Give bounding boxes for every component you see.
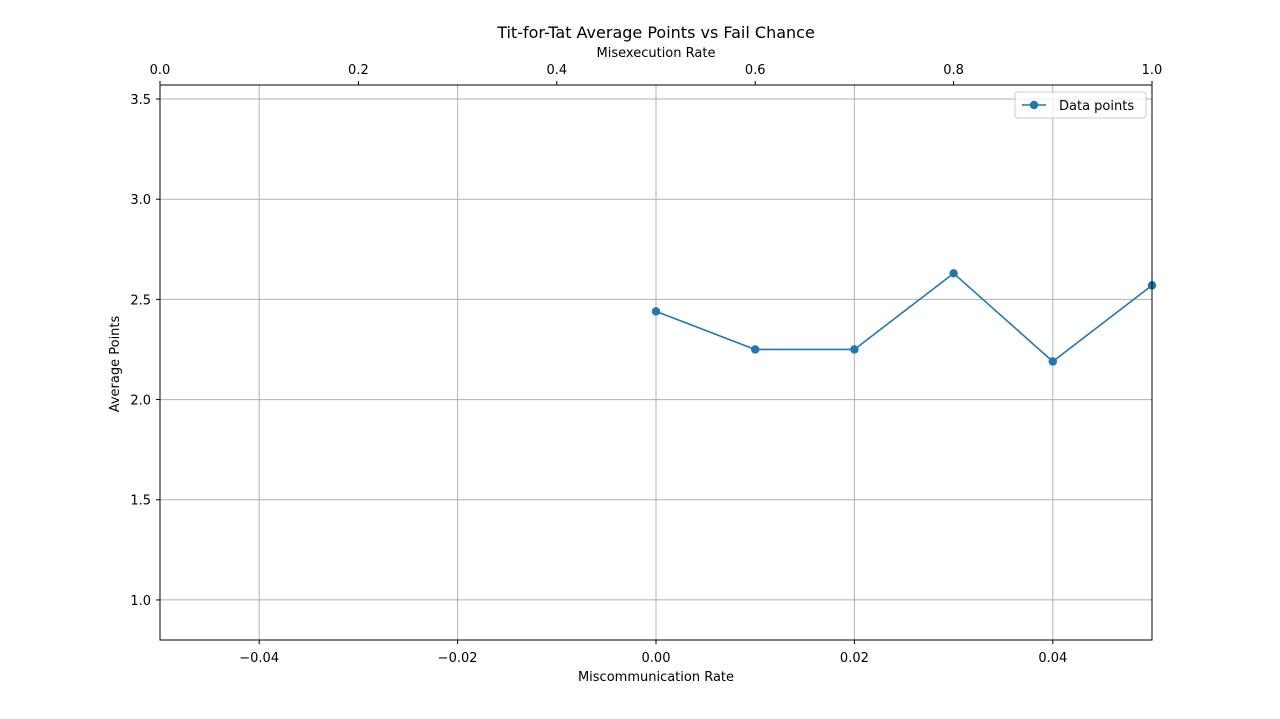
chart-title: Tit-for-Tat Average Points vs Fail Chanc… (496, 23, 815, 42)
x2-tick-label: 0.8 (943, 63, 964, 78)
x-tick-label: −0.04 (239, 651, 279, 666)
x2-tick-label: 0.0 (150, 63, 171, 78)
x-tick-label: 0.04 (1038, 651, 1067, 666)
y-tick-label: 1.5 (130, 494, 151, 509)
legend-box (1014, 91, 1147, 119)
y-tick-label: 2.5 (130, 293, 151, 308)
data-point (1048, 357, 1058, 366)
y-axis-title: Average Points (108, 315, 123, 412)
data-point (949, 269, 958, 278)
x2-tick-label: 0.4 (546, 63, 567, 78)
legend-point-marker (1029, 100, 1039, 110)
y-tick-label: 2.0 (130, 394, 151, 409)
y-tick-label: 1.0 (130, 594, 151, 609)
series-line (655, 272, 1153, 363)
x-tick-label: 0.02 (840, 651, 869, 666)
x-tick-label: 0.00 (642, 651, 671, 666)
ticks: −0.04 −0.02 0.00 0.02 0.04 0.0 0.2 0.4 0.6 0.8 1.0… (130, 63, 1162, 666)
x-tick-label: −0.02 (438, 651, 478, 666)
data-point (751, 345, 760, 354)
x2-tick-label: 0.2 (348, 63, 369, 78)
x2-tick-label: 0.6 (745, 63, 766, 78)
y-tick-label: 3.0 (130, 193, 151, 208)
data-point (651, 307, 661, 316)
y-tick-label: 3.5 (130, 93, 151, 108)
grid (160, 85, 1152, 640)
data-point (850, 345, 859, 354)
x2-tick-label: 1.0 (1142, 63, 1163, 78)
bottom-axis-title: Miscommunication Rate (578, 670, 734, 685)
top-axis-title: Misexecution Rate (597, 46, 716, 61)
series-layer (651, 269, 1157, 366)
legend: Data points (1014, 91, 1147, 119)
legend-label: Data points (1059, 99, 1134, 114)
